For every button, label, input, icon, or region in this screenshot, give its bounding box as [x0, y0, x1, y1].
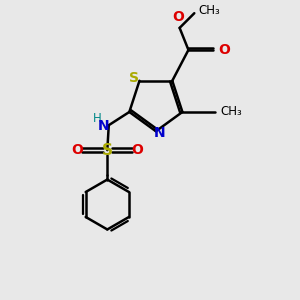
- Text: O: O: [71, 143, 83, 157]
- Text: S: S: [102, 143, 113, 158]
- Text: H: H: [93, 112, 102, 125]
- Text: O: O: [172, 11, 184, 24]
- Text: O: O: [132, 143, 143, 157]
- Text: CH₃: CH₃: [220, 106, 242, 118]
- Text: S: S: [129, 71, 139, 85]
- Text: N: N: [98, 119, 109, 133]
- Text: CH₃: CH₃: [199, 4, 220, 17]
- Text: N: N: [154, 126, 165, 140]
- Text: O: O: [218, 43, 230, 57]
